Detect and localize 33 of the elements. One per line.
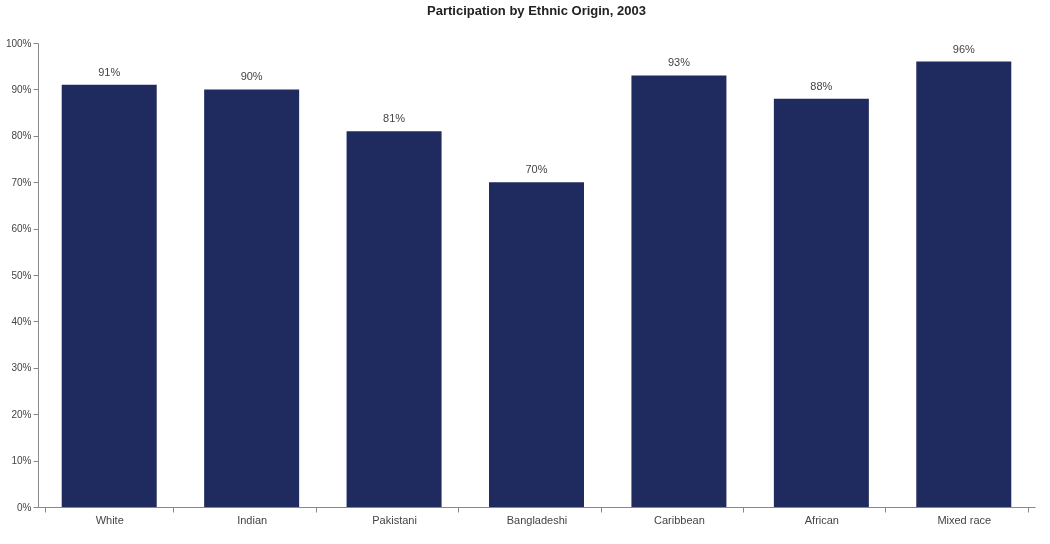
bar [773,98,869,507]
bar [204,89,300,507]
y-tick-label: 0% [17,501,32,513]
bar [61,84,157,507]
bar [631,75,727,507]
y-tick-label: 20% [11,408,32,420]
x-tick-label: Mixed race [937,513,992,526]
x-tick-label: Bangladeshi [506,513,568,526]
y-tick-label: 60% [11,223,32,235]
x-tick-label: African [804,513,839,526]
x-tick-label: Caribbean [654,513,705,526]
y-tick-label: 10% [11,455,32,467]
x-tick-label: White [95,513,124,526]
bar [489,182,584,507]
bar [346,131,442,507]
x-tick-label: Indian [237,513,268,526]
chart-title: Participation by Ethnic Origin, 2003 [427,3,646,18]
y-tick-label: 90% [11,83,32,95]
data-label: 70% [525,163,548,176]
y-tick-label: 100% [5,37,32,49]
y-tick-label: 40% [11,315,32,327]
data-label: 91% [98,65,121,78]
data-label: 81% [383,112,406,125]
data-label: 93% [667,56,691,69]
bar [916,61,1012,507]
data-label: 90% [240,70,263,83]
x-tick-label: Pakistani [372,513,417,526]
data-label: 96% [952,42,976,55]
y-tick-label: 70% [11,176,32,188]
y-tick-label: 30% [11,362,32,374]
y-tick-label: 50% [11,269,32,281]
y-tick-label: 80% [11,130,32,142]
data-label: 88% [810,79,833,92]
